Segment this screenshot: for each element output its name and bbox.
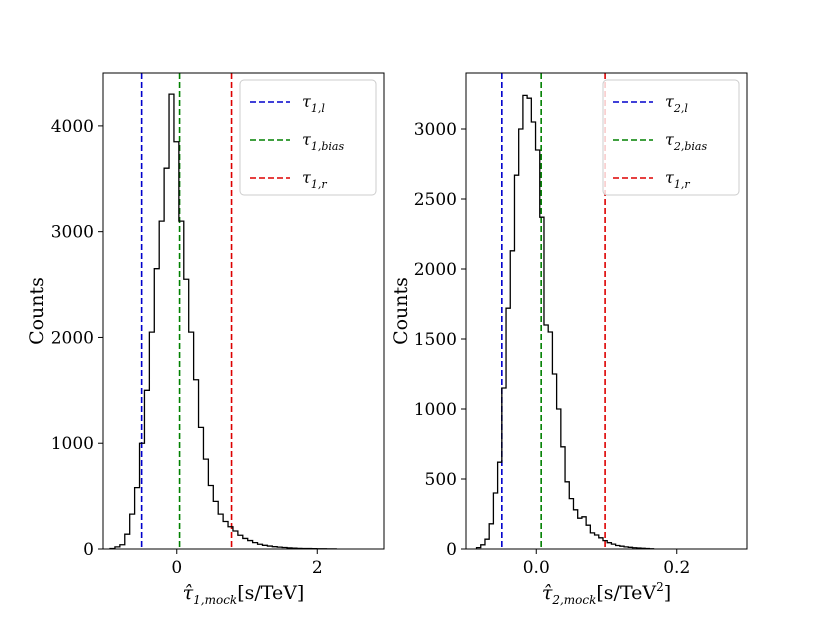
- legend-symbol: τ: [665, 130, 675, 149]
- legend-entry-label: τ1,r: [665, 168, 690, 191]
- right-x-ticks: 0.0 0.2: [523, 549, 690, 578]
- x-tick-label: 0.0: [523, 558, 550, 578]
- legend-symbol: τ: [302, 92, 312, 111]
- legend-entry-label: τ1,l: [302, 92, 325, 115]
- legend-entry-label: τ2,l: [665, 92, 688, 115]
- legend-entry-label: τ1,r: [302, 168, 327, 191]
- legend-entry-label: τ1,bias: [302, 130, 344, 153]
- left-y-ticks: 0 1000 2000 3000 4000: [51, 117, 103, 560]
- y-tick-label: 1000: [414, 400, 457, 420]
- right-y-axis-label: Counts: [390, 277, 412, 345]
- legend-symbol: τ: [665, 92, 675, 111]
- x-tick-label: 0: [171, 558, 182, 578]
- legend-symbol: τ: [302, 130, 312, 149]
- left-x-axis-label-subscript: 1,mock: [193, 593, 237, 607]
- legend-box: [239, 79, 377, 196]
- y-tick-label: 3000: [414, 120, 457, 140]
- right-threshold-lines: [501, 73, 606, 549]
- right-x-axis-label: τ̂2,mock[s/TeV2]: [542, 580, 671, 607]
- legend-subscript: 1,r: [311, 178, 327, 191]
- y-tick-label: 1000: [51, 434, 94, 454]
- y-tick-label: 3000: [51, 223, 94, 243]
- left-x-axis-label-symbol: τ̂: [183, 582, 194, 604]
- right-x-axis-label-bracket: ]: [664, 582, 671, 604]
- right-x-axis-label-symbol: τ̂: [542, 582, 553, 604]
- legend-symbol: τ: [665, 168, 675, 187]
- right-histogram-step-line: [475, 94, 655, 550]
- legend-subscript: 2,bias: [673, 140, 708, 153]
- y-tick-label: 2000: [51, 328, 94, 348]
- y-tick-label: 500: [425, 470, 457, 490]
- legend-symbol: τ: [302, 168, 312, 187]
- legend-subscript: 2,l: [673, 102, 688, 115]
- y-tick-label: 0: [446, 540, 457, 560]
- left-y-axis-label: Counts: [26, 277, 48, 345]
- y-tick-label: 0: [83, 540, 94, 560]
- right-histogram-panel: 0 500 1000 1500 2000 2500 3000 0.0 0.2 Counts τ…: [390, 72, 748, 607]
- y-tick-label: 2000: [414, 260, 457, 280]
- y-tick-label: 1500: [414, 330, 457, 350]
- right-x-axis-label-subscript: 2,mock: [551, 593, 596, 607]
- right-axes-frame: [465, 72, 748, 550]
- left-axes-frame: [102, 72, 385, 550]
- legend-subscript: 1,bias: [311, 140, 345, 153]
- legend-subscript: 1,r: [674, 178, 690, 191]
- right-x-axis-label-superscript: 2: [656, 580, 664, 594]
- left-x-axis-label-unit: [s/TeV]: [237, 582, 304, 604]
- left-x-axis-label: τ̂1,mock[s/TeV]: [183, 582, 305, 607]
- legend-box: [602, 79, 740, 196]
- y-tick-label: 4000: [51, 117, 94, 137]
- x-tick-label: 0.2: [663, 558, 690, 578]
- right-x-axis-label-unit: [s/TeV: [596, 582, 656, 604]
- legend-entry-label: τ2,bias: [665, 130, 707, 153]
- x-tick-label: 2: [312, 558, 323, 578]
- left-histogram-step-line: [109, 93, 337, 550]
- left-threshold-lines: [140, 73, 233, 549]
- right-y-ticks: 0 500 1000 1500 2000 2500 3000: [414, 120, 466, 560]
- y-tick-label: 2500: [414, 190, 457, 210]
- legend-subscript: 1,l: [311, 102, 325, 115]
